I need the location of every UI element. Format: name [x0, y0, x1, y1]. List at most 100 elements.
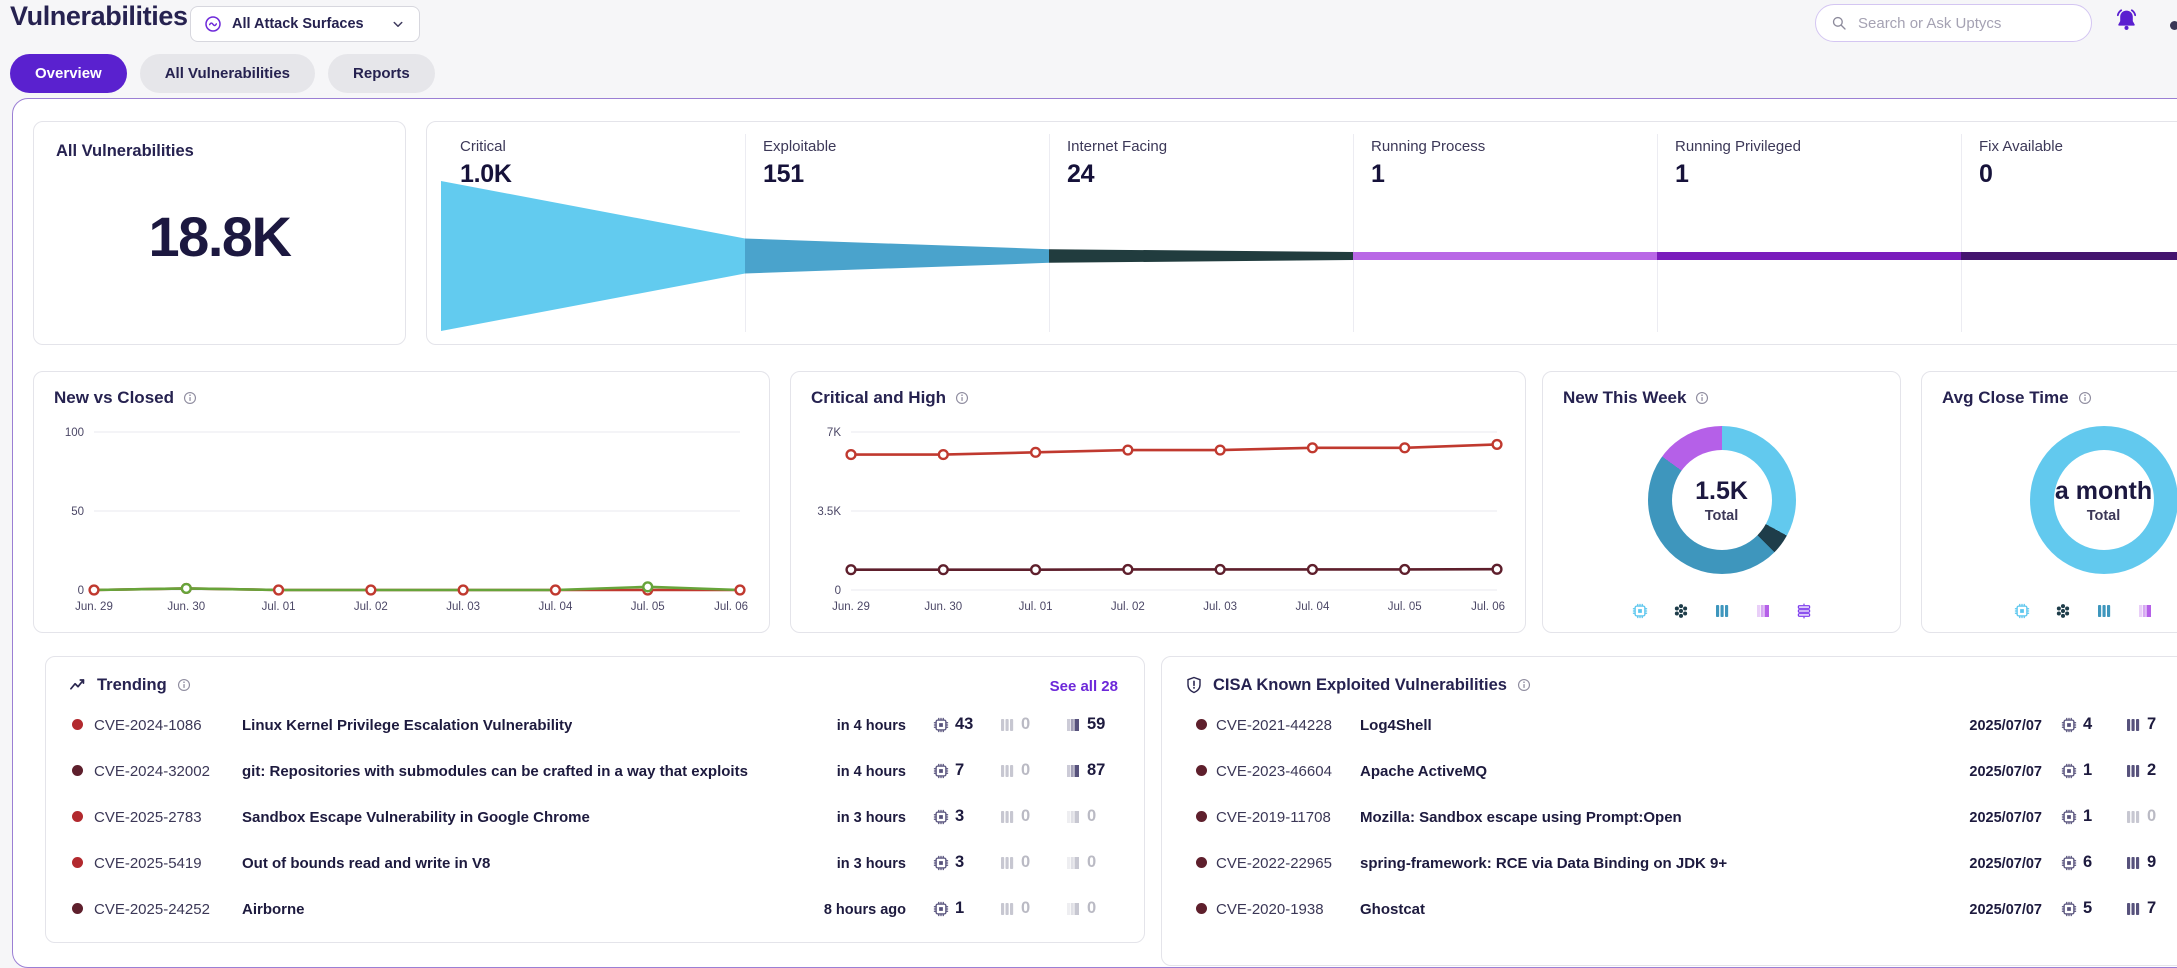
hosts-count: 3: [932, 807, 964, 826]
donut-total-value: a month: [2055, 477, 2152, 506]
cluster-icon[interactable]: [2054, 602, 2072, 620]
cpu-icon: [932, 762, 950, 780]
card-title: New This Week: [1563, 388, 1686, 408]
svg-text:Jul. 01: Jul. 01: [262, 601, 296, 613]
info-icon[interactable]: [1694, 390, 1710, 406]
vulnerability-name[interactable]: Log4Shell: [1360, 717, 1432, 734]
cpu-icon: [2060, 854, 2078, 872]
chevron-down-icon: [389, 15, 407, 33]
detected-time: 8 hours ago: [746, 902, 906, 918]
avg-close-time-donut[interactable]: a month Total: [2030, 426, 2177, 574]
cve-id[interactable]: CVE-2019-11708: [1216, 809, 1331, 826]
table-row[interactable]: CVE-2021-44228 Log4Shell 2025/07/07 4 7: [1162, 703, 2177, 749]
svg-text:Jul. 04: Jul. 04: [538, 601, 572, 613]
table-row[interactable]: CVE-2022-22965 spring-framework: RCE via…: [1162, 841, 2177, 887]
hosts-count: 1: [932, 899, 964, 918]
severity-dot: [1196, 857, 1207, 868]
all-vulnerabilities-card[interactable]: All Vulnerabilities 18.8K: [33, 121, 406, 345]
svg-text:50: 50: [71, 506, 84, 518]
hosts-count: 5: [2060, 899, 2092, 918]
search-bar[interactable]: [1815, 4, 2092, 42]
info-icon[interactable]: [176, 677, 192, 693]
new-this-week-donut[interactable]: 1.5K Total: [1648, 426, 1796, 574]
vulnerability-name[interactable]: Sandbox Escape Vulnerability in Google C…: [242, 809, 590, 826]
cpu-icon[interactable]: [1631, 602, 1649, 620]
cve-id[interactable]: CVE-2020-1938: [1216, 901, 1324, 918]
table-row[interactable]: CVE-2025-2783 Sandbox Escape Vulnerabili…: [46, 795, 1144, 841]
see-all-link[interactable]: See all 28: [1050, 678, 1118, 695]
table-row[interactable]: CVE-2020-1938 Ghostcat 2025/07/07 5 7: [1162, 887, 2177, 933]
tab-overview[interactable]: Overview: [10, 54, 127, 93]
image-icon: [1064, 854, 1082, 872]
containers-count: 7: [2124, 715, 2156, 734]
image-icon[interactable]: [2136, 602, 2154, 620]
date-added: 2025/07/07: [1852, 718, 2042, 734]
vulnerability-name[interactable]: Airborne: [242, 901, 305, 918]
search-input[interactable]: [1856, 14, 2077, 33]
vulnerability-name[interactable]: Ghostcat: [1360, 901, 1425, 918]
info-icon[interactable]: [954, 390, 970, 406]
table-row[interactable]: CVE-2023-46604 Apache ActiveMQ 2025/07/0…: [1162, 749, 2177, 795]
cpu-icon: [2060, 900, 2078, 918]
card-title: CISA Known Exploited Vulnerabilities: [1213, 676, 1507, 695]
tab-all-vulnerabilities[interactable]: All Vulnerabilities: [140, 54, 315, 93]
containers-count: 0: [998, 899, 1030, 918]
date-added: 2025/07/07: [1852, 810, 2042, 826]
severity-dot: [1196, 719, 1207, 730]
cve-id[interactable]: CVE-2024-1086: [94, 717, 202, 734]
vulnerability-name[interactable]: Out of bounds read and write in V8: [242, 855, 490, 872]
vulnerability-name[interactable]: Apache ActiveMQ: [1360, 763, 1487, 780]
table-row[interactable]: CVE-2025-24252 Airborne 8 hours ago 1 0 …: [46, 887, 1144, 933]
svg-text:Jul. 03: Jul. 03: [446, 601, 480, 613]
registry-icon[interactable]: [1795, 602, 1813, 620]
cve-id[interactable]: CVE-2023-46604: [1216, 763, 1332, 780]
info-icon[interactable]: [1516, 677, 1532, 693]
table-row[interactable]: CVE-2024-32002 git: Repositories with su…: [46, 749, 1144, 795]
cisa-kev-card: CISA Known Exploited Vulnerabilities CVE…: [1161, 656, 2177, 966]
cluster-icon[interactable]: [1672, 602, 1690, 620]
hosts-count: 6: [2060, 853, 2092, 872]
cve-id[interactable]: CVE-2025-5419: [94, 855, 202, 872]
cpu-icon: [932, 900, 950, 918]
cve-id[interactable]: CVE-2024-32002: [94, 763, 210, 780]
table-row[interactable]: CVE-2019-11708 Mozilla: Sandbox escape u…: [1162, 795, 2177, 841]
containers-icon: [998, 854, 1016, 872]
vulnerability-name[interactable]: Linux Kernel Privilege Escalation Vulner…: [242, 717, 572, 734]
svg-text:Jun. 30: Jun. 30: [924, 601, 962, 613]
tab-reports[interactable]: Reports: [328, 54, 435, 93]
search-icon: [1830, 14, 1848, 32]
vulnerability-name[interactable]: git: Repositories with submodules can be…: [242, 763, 748, 780]
info-icon[interactable]: [182, 390, 198, 406]
detected-time: in 4 hours: [746, 764, 906, 780]
vulnerability-name[interactable]: spring-framework: RCE via Data Binding o…: [1360, 855, 1727, 872]
notifications-bell-icon[interactable]: [2113, 7, 2140, 34]
containers-icon[interactable]: [2095, 602, 2113, 620]
severity-dot: [1196, 811, 1207, 822]
attack-surface-selector[interactable]: All Attack Surfaces: [190, 6, 420, 42]
card-title: New vs Closed: [54, 388, 174, 408]
page-title: Vulnerabilities: [10, 1, 188, 32]
date-added: 2025/07/07: [1852, 856, 2042, 872]
card-title: Avg Close Time: [1942, 388, 2069, 408]
user-avatar-partial[interactable]: [2170, 21, 2177, 30]
funnel-stage-label: Fix Available: [1979, 138, 2177, 155]
detected-time: in 3 hours: [746, 856, 906, 872]
view-tabs: Overview All Vulnerabilities Reports: [10, 54, 435, 93]
cpu-icon[interactable]: [2013, 602, 2031, 620]
info-icon[interactable]: [2077, 390, 2093, 406]
containers-icon[interactable]: [1713, 602, 1731, 620]
cve-id[interactable]: CVE-2021-44228: [1216, 717, 1332, 734]
image-icon[interactable]: [1754, 602, 1772, 620]
trending-rows: CVE-2024-1086 Linux Kernel Privilege Esc…: [46, 703, 1144, 933]
cve-id[interactable]: CVE-2025-2783: [94, 809, 202, 826]
severity-dot: [72, 857, 83, 868]
containers-count: 9: [2124, 853, 2156, 872]
cisa-rows: CVE-2021-44228 Log4Shell 2025/07/07 4 7 …: [1162, 703, 2177, 933]
vulnerability-name[interactable]: Mozilla: Sandbox escape using Prompt:Ope…: [1360, 809, 1682, 826]
cve-id[interactable]: CVE-2025-24252: [94, 901, 210, 918]
table-row[interactable]: CVE-2025-5419 Out of bounds read and wri…: [46, 841, 1144, 887]
cve-id[interactable]: CVE-2022-22965: [1216, 855, 1332, 872]
table-row[interactable]: CVE-2024-1086 Linux Kernel Privilege Esc…: [46, 703, 1144, 749]
containers-count: 0: [998, 807, 1030, 826]
